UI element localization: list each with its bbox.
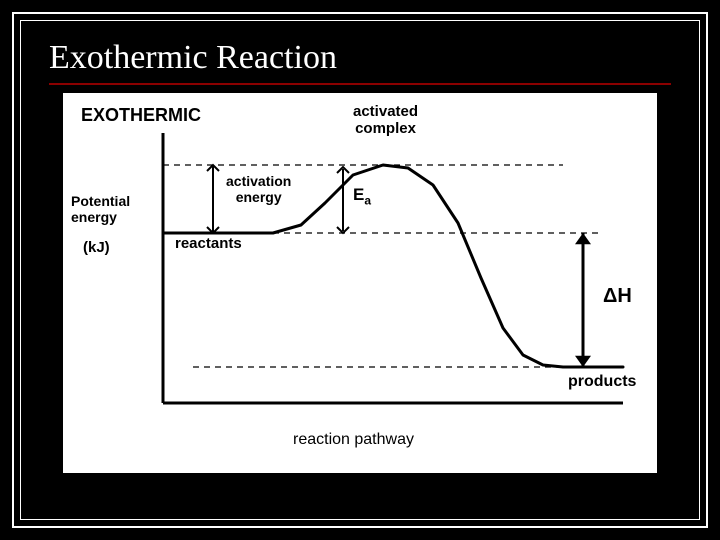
y-axis-label-line1: Potential — [71, 193, 130, 209]
ea-symbol: E — [353, 185, 364, 204]
delta-h-label: ΔH — [603, 285, 632, 308]
slide-title: Exothermic Reaction — [49, 39, 671, 77]
y-axis-unit: (kJ) — [83, 239, 110, 256]
activated-complex-label: activated complex — [353, 103, 418, 138]
y-axis-label: Potential energy — [71, 193, 130, 225]
reactants-label: reactants — [175, 235, 242, 252]
products-label: products — [568, 373, 636, 391]
slide-frame-inner: Exothermic Reaction EXOTHERMIC Potential… — [20, 20, 700, 520]
activation-energy-label: activation energy — [226, 173, 291, 205]
ea-subscript: a — [364, 193, 371, 207]
energy-diagram-panel: EXOTHERMIC Potential energy (kJ) activat… — [63, 93, 657, 473]
x-axis-label: reaction pathway — [293, 431, 414, 449]
slide-frame-outer: Exothermic Reaction EXOTHERMIC Potential… — [12, 12, 708, 528]
ea-label: Ea — [353, 185, 371, 208]
activated-label-line1: activated — [353, 103, 418, 120]
chart-title: EXOTHERMIC — [81, 105, 201, 126]
energy-diagram-svg — [63, 93, 657, 473]
activation-label-line1: activation — [226, 173, 291, 189]
y-axis-label-line2: energy — [71, 209, 117, 225]
activated-label-line2: complex — [355, 120, 416, 137]
activation-label-line2: energy — [236, 189, 282, 205]
title-underline — [49, 83, 671, 85]
